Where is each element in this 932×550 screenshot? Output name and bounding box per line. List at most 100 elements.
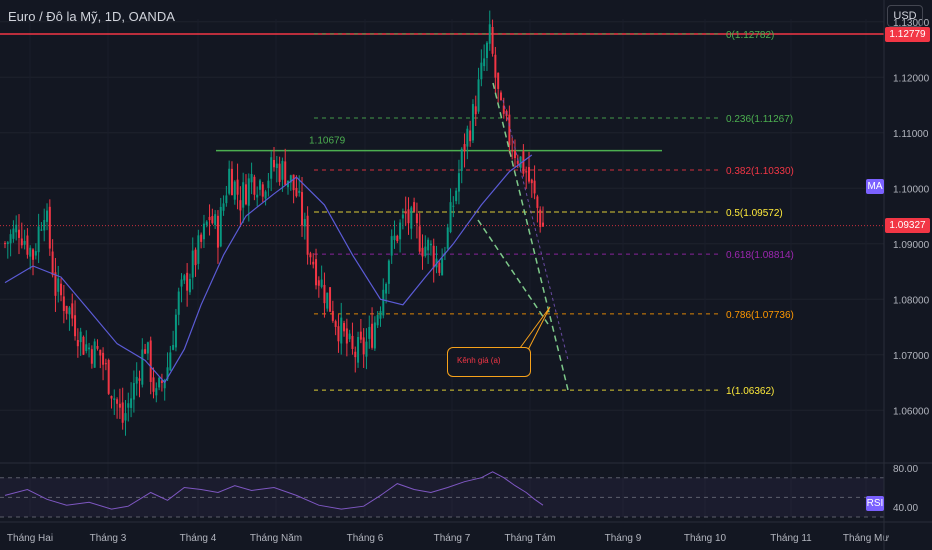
candle-body (275, 163, 278, 169)
candle-body (284, 161, 287, 185)
candle-body (309, 253, 312, 258)
candle-body (104, 363, 107, 365)
candle-body (513, 150, 516, 159)
candle-body (158, 377, 161, 388)
candle-body (488, 24, 491, 44)
candle-body (57, 278, 60, 292)
candle-body (452, 205, 455, 207)
candle-body (121, 402, 124, 423)
candle-body (214, 214, 217, 225)
candle-body (387, 260, 390, 284)
fib-level-label: 0.618(1.08814) (726, 250, 794, 261)
candle-body (93, 341, 96, 368)
candle-body (244, 184, 247, 205)
candle-body (135, 376, 138, 384)
candle-body (205, 221, 208, 225)
candle-body (418, 226, 421, 252)
candle-body (292, 174, 295, 191)
y-tick-label: 1.13000 (893, 18, 930, 29)
candle-body (54, 272, 57, 296)
candle-body (60, 283, 63, 296)
candle-body (281, 160, 284, 180)
candle-body (261, 184, 264, 197)
candle-body (152, 377, 155, 392)
candle-body (138, 378, 141, 381)
candle-body (519, 156, 522, 168)
y-tick-label: 1.11000 (893, 129, 929, 140)
rsi-indicator-label[interactable]: RSI (866, 496, 884, 511)
candle-body (424, 246, 427, 257)
candle-body (130, 398, 133, 408)
candle-body (172, 344, 175, 350)
y-tick-label: 1.10000 (893, 184, 930, 195)
candle-body (323, 284, 326, 304)
candle-body (371, 323, 374, 348)
candle-body (233, 181, 236, 200)
candle-body (4, 243, 6, 245)
fib-level-label: 0.786(1.07736) (726, 310, 794, 321)
candle-body (542, 222, 544, 227)
candle-body (118, 403, 121, 408)
candle-body (463, 144, 466, 152)
drawings (477, 82, 569, 391)
rsi-line (4, 471, 544, 510)
grid (0, 19, 884, 517)
candle-body (337, 326, 340, 342)
candle-body (127, 403, 130, 408)
candle-body (34, 251, 37, 256)
candle-body (471, 104, 474, 141)
currency-button[interactable]: USD (887, 5, 923, 27)
candle-body (200, 234, 203, 242)
channel-upper-line (492, 82, 569, 391)
candle-body (345, 328, 348, 344)
candle-body (160, 380, 163, 384)
candle-body (466, 128, 469, 147)
candle-body (247, 178, 250, 206)
candle-body (197, 235, 200, 264)
candle-body (359, 331, 362, 340)
candle-body (516, 160, 519, 164)
candle-body (253, 176, 256, 195)
candle-body (85, 344, 88, 352)
x-tick-label: Tháng Hai (7, 533, 53, 544)
candle-body (396, 235, 399, 242)
candle-body (301, 192, 304, 226)
fib-level-label: 0.236(1.11267) (726, 114, 793, 125)
ma-indicator-label[interactable]: MA (866, 179, 884, 194)
candle-body (317, 280, 320, 286)
candle-body (474, 106, 477, 115)
candle-body (331, 310, 334, 321)
candle-body (399, 222, 402, 240)
candle-body (51, 251, 54, 276)
candle-body (382, 289, 385, 316)
candle-body (295, 187, 298, 197)
candle-body (23, 240, 26, 245)
candle-body (228, 168, 231, 194)
candle-body (37, 226, 40, 253)
candle-body (68, 307, 71, 315)
candle-body (82, 336, 85, 355)
candle-body (202, 223, 205, 240)
candle-body (74, 315, 77, 337)
ma-line (4, 154, 533, 384)
x-tick-label: Tháng 4 (180, 533, 217, 544)
candle-body (90, 349, 93, 364)
candle-body (102, 352, 105, 365)
x-tick-label: Tháng Năm (250, 533, 302, 544)
candle-body (155, 388, 158, 396)
channel-callout[interactable]: Kênh giá (a) (447, 347, 531, 377)
candle-body (273, 159, 275, 168)
x-tick-label: Tháng 9 (605, 533, 642, 544)
x-tick-label: Tháng Tám (505, 533, 556, 544)
candle-body (236, 179, 239, 195)
channel-lower-line (477, 219, 549, 325)
rsi-tick-label: 40.00 (893, 503, 918, 514)
candle-body (186, 272, 189, 291)
candle-body (315, 259, 318, 286)
candle-body (40, 229, 43, 231)
x-tick-label: Tháng 7 (434, 533, 471, 544)
candle-body (71, 303, 74, 319)
x-tick-label: Tháng 3 (90, 533, 127, 544)
